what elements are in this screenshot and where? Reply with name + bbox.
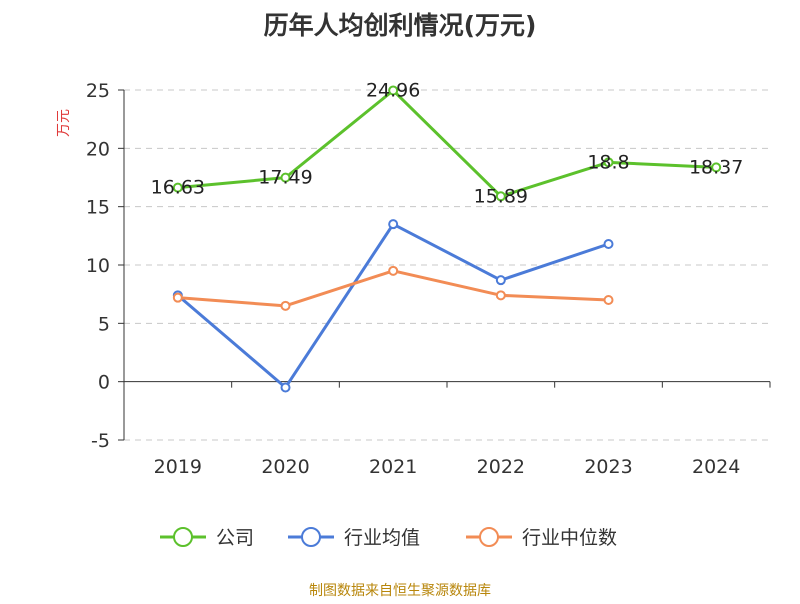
series-line — [177, 88, 717, 198]
y-tick-label: 20 — [86, 138, 110, 160]
data-point — [495, 290, 506, 301]
legend-marker — [173, 527, 193, 547]
series-line — [177, 269, 609, 308]
data-point — [495, 191, 506, 202]
series — [172, 85, 722, 393]
y-tick-label: 0 — [98, 372, 110, 394]
y-tick-label: -5 — [91, 430, 110, 452]
y-tick-label: 5 — [98, 313, 110, 335]
data-point — [280, 382, 291, 393]
data-label: 15.89 — [474, 185, 528, 207]
legend: 公司 行业均值 行业中位数 — [160, 527, 617, 549]
data-point — [603, 295, 614, 305]
data-point — [172, 292, 183, 303]
legend-label: 行业中位数 — [522, 527, 617, 549]
y-axis-label: 万元 — [56, 109, 72, 137]
data-labels: 16.63 17.49 24.96 15.89 18.8 18.37 — [151, 79, 744, 207]
data-label: 18.8 — [587, 151, 629, 173]
legend-marker — [301, 527, 321, 547]
y-tick-label: 15 — [86, 197, 110, 219]
x-tick-label: 2020 — [261, 456, 309, 478]
data-label: 24.96 — [366, 79, 420, 101]
y-tick-label: 25 — [86, 80, 110, 102]
x-tick-label: 2024 — [692, 456, 740, 478]
data-label: 18.37 — [689, 156, 743, 178]
data-point — [172, 182, 183, 193]
x-tick-label: 2019 — [154, 456, 202, 478]
data-point — [280, 300, 291, 311]
chart-title: 历年人均创利情况(万元) — [264, 11, 537, 40]
source-note: 制图数据来自恒生聚源数据库 — [309, 583, 491, 599]
data-point — [388, 219, 399, 230]
x-tick-label: 2022 — [477, 456, 525, 478]
data-point — [603, 157, 614, 168]
data-point — [388, 85, 399, 96]
data-point — [495, 275, 506, 286]
x-tick-label: 2023 — [584, 456, 632, 478]
legend-marker — [479, 527, 499, 547]
data-point — [603, 239, 614, 249]
legend-label: 公司 — [216, 527, 254, 549]
x-tick-label: 2021 — [369, 456, 417, 478]
axes: -5 0 5 10 15 20 25 2019 2020 2021 2022 2023 2024 — [86, 80, 771, 478]
series-line — [176, 222, 609, 389]
data-point — [280, 172, 291, 183]
data-point — [711, 162, 722, 173]
y-tick-label: 10 — [86, 255, 110, 277]
legend-label: 行业均值 — [344, 527, 420, 549]
data-label: 16.63 — [151, 177, 205, 199]
data-label: 17.49 — [258, 167, 312, 189]
data-point — [388, 265, 399, 276]
grid — [124, 89, 770, 441]
